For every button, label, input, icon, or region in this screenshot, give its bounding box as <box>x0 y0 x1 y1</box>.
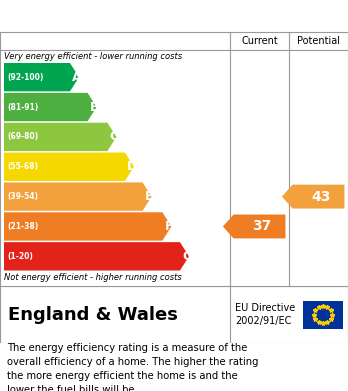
Text: EU Directive
2002/91/EC: EU Directive 2002/91/EC <box>235 303 295 326</box>
Text: (1-20): (1-20) <box>7 252 33 261</box>
Text: (92-100): (92-100) <box>7 73 44 82</box>
Text: Very energy efficient - lower running costs: Very energy efficient - lower running co… <box>4 52 182 61</box>
Text: Energy Efficiency Rating: Energy Efficiency Rating <box>63 9 285 23</box>
Text: 43: 43 <box>311 190 331 204</box>
Text: C: C <box>109 130 119 143</box>
Text: (55-68): (55-68) <box>7 162 38 171</box>
Polygon shape <box>282 185 345 208</box>
Polygon shape <box>4 63 79 91</box>
Text: F: F <box>164 220 173 233</box>
Text: Potential: Potential <box>297 36 340 46</box>
Text: G: G <box>182 250 192 263</box>
Text: Current: Current <box>241 36 278 46</box>
Polygon shape <box>4 242 189 271</box>
Text: (21-38): (21-38) <box>7 222 38 231</box>
Polygon shape <box>4 212 172 240</box>
FancyBboxPatch shape <box>303 301 343 328</box>
Polygon shape <box>4 93 97 121</box>
Polygon shape <box>4 183 152 211</box>
Text: Not energy efficient - higher running costs: Not energy efficient - higher running co… <box>4 273 182 282</box>
Text: (69-80): (69-80) <box>7 133 38 142</box>
Polygon shape <box>4 152 134 181</box>
Polygon shape <box>223 215 285 239</box>
Text: The energy efficiency rating is a measure of the
overall efficiency of a home. T: The energy efficiency rating is a measur… <box>7 343 259 391</box>
Text: (81-91): (81-91) <box>7 102 38 111</box>
Text: D: D <box>127 160 137 173</box>
Text: A: A <box>72 71 82 84</box>
Text: 37: 37 <box>252 219 272 233</box>
Text: E: E <box>145 190 153 203</box>
Text: England & Wales: England & Wales <box>8 305 178 323</box>
Polygon shape <box>4 123 116 151</box>
Text: B: B <box>89 100 99 113</box>
Text: (39-54): (39-54) <box>7 192 38 201</box>
